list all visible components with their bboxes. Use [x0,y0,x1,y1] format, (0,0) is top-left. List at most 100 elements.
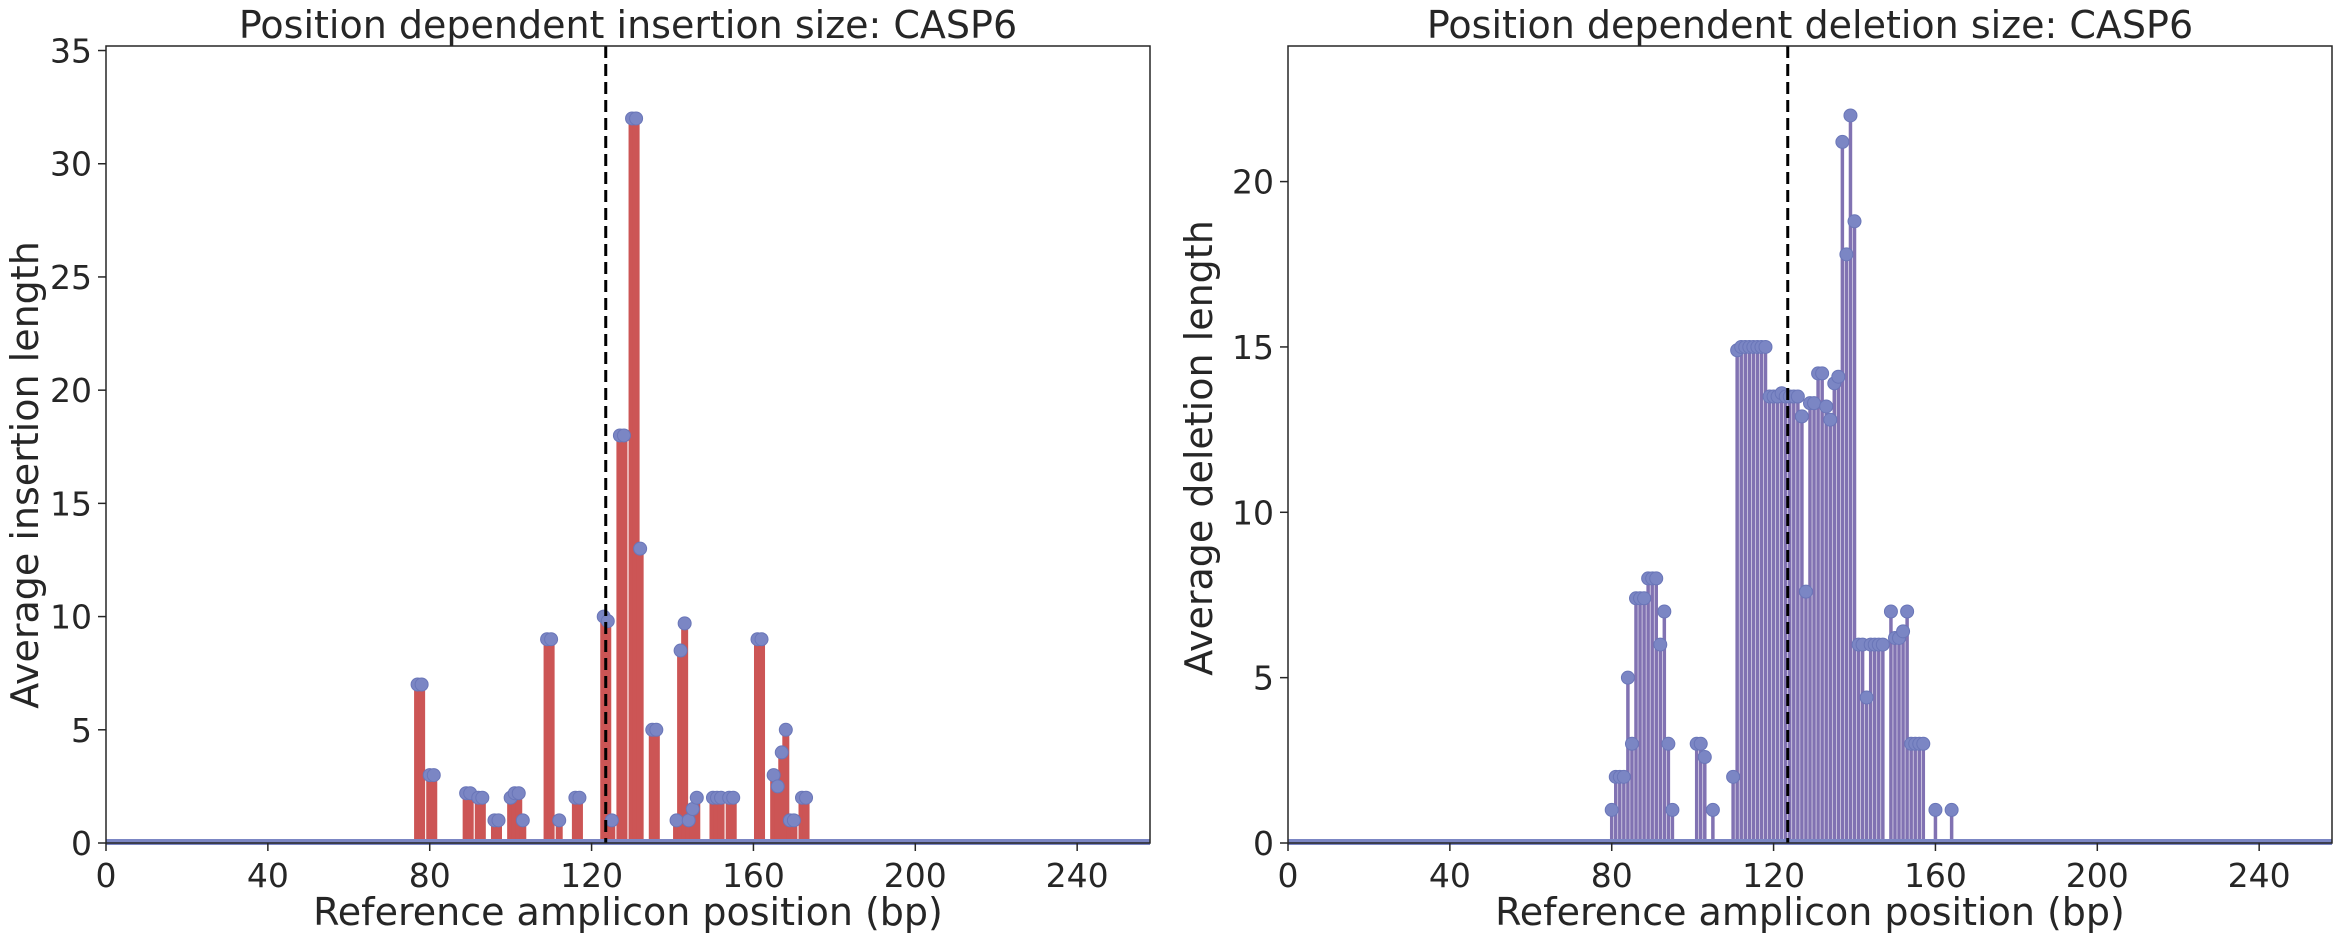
data-point [1726,769,1741,784]
data-point [1653,637,1668,652]
y-tick-label: 5 [71,711,92,750]
data-point [1928,802,1943,817]
data-point [1697,750,1712,765]
data-point [1604,802,1619,817]
x-tick-label: 200 [884,856,947,895]
x-tick-label: 200 [2066,856,2129,895]
y-tick-label: 35 [50,32,92,71]
x-tick-label: 160 [722,856,785,895]
x-tick-label: 240 [1046,856,1109,895]
y-tick-label: 0 [1253,824,1274,863]
y-tick-label: 20 [50,371,92,410]
data-point [1823,412,1838,427]
data-point [633,541,648,556]
data-point [1798,584,1813,599]
y-tick-label: 30 [50,145,92,184]
data-point [1624,736,1639,751]
insertion-size-chart: Position dependent insertion size: CASP6… [3,3,1151,934]
data-point [1835,134,1850,149]
data-point [511,786,526,801]
data-point [616,428,631,443]
data-point [1807,396,1822,411]
x-tick-label: 80 [1591,856,1633,895]
data-point [677,616,692,631]
data-point [1657,604,1672,619]
data-point [600,614,615,629]
data-point [1944,802,1959,817]
data-point [1637,591,1652,606]
data-point [1875,637,1890,652]
data-point [774,745,789,760]
data-point [1819,399,1834,414]
data-point [1705,802,1720,817]
data-point [1839,247,1854,262]
data-point [572,790,587,805]
y-tick-label: 15 [1232,328,1274,367]
x-tick-label: 40 [1429,856,1471,895]
x-tick-label: 240 [2228,856,2291,895]
data-point [1831,369,1846,384]
chart-title: Position dependent deletion size: CASP6 [1427,3,2193,47]
data-point [1649,571,1664,586]
data-point [1859,690,1874,705]
y-tick-label: 10 [50,598,92,637]
data-point [491,813,506,828]
data-point [552,813,567,828]
x-tick-label: 120 [1742,856,1805,895]
deletion-size-chart: Position dependent deletion size: CASP6 … [1177,3,2333,934]
data-point [778,722,793,737]
data-point [669,813,684,828]
y-tick-label: 20 [1232,163,1274,202]
data-point [515,813,530,828]
data-point [1847,214,1862,229]
x-tick-label: 0 [96,856,117,895]
y-tick-label: 15 [50,484,92,523]
y-axis-label: Average deletion length [1177,220,1221,676]
data-point [1790,389,1805,404]
data-point [1815,366,1830,381]
data-point [604,813,619,828]
data-point [770,779,785,794]
y-axis-label: Average insertion length [3,241,47,709]
data-point [1758,339,1773,354]
data-point [799,790,814,805]
plot-area [1287,45,2333,845]
data-point [754,632,769,647]
x-tick-label: 120 [560,856,623,895]
data-point [786,813,801,828]
data-point [1665,802,1680,817]
deletion-size-panel: Position dependent deletion size: CASP6 … [1170,0,2340,940]
y-tick-label: 0 [71,824,92,863]
x-tick-label: 80 [409,856,451,895]
data-point [726,790,741,805]
x-axis-label: Reference amplicon position (bp) [313,890,943,934]
insertion-size-panel: Position dependent insertion size: CASP6… [0,0,1170,940]
data-point [1661,736,1676,751]
data-point [1794,409,1809,424]
data-point [629,111,644,126]
data-point [1900,604,1915,619]
plot-frame [105,45,1151,844]
data-point [1616,769,1631,784]
y-tick-label: 25 [50,258,92,297]
data-point [544,632,559,647]
x-tick-label: 160 [1904,856,1967,895]
data-point [1916,736,1931,751]
chart-title: Position dependent insertion size: CASP6 [239,3,1017,47]
data-point [1843,108,1858,123]
x-tick-label: 0 [1278,856,1299,895]
data-point [689,790,704,805]
data-point [1693,736,1708,751]
plot-frame [1287,45,2333,844]
data-point [426,768,441,783]
x-axis-label: Reference amplicon position (bp) [1495,890,2125,934]
x-tick-label: 40 [247,856,289,895]
data-point [414,677,429,692]
data-point [673,643,688,658]
data-point [649,722,664,737]
data-point [1896,624,1911,639]
data-point [475,790,490,805]
y-tick-label: 10 [1232,493,1274,532]
data-point [1620,670,1635,685]
